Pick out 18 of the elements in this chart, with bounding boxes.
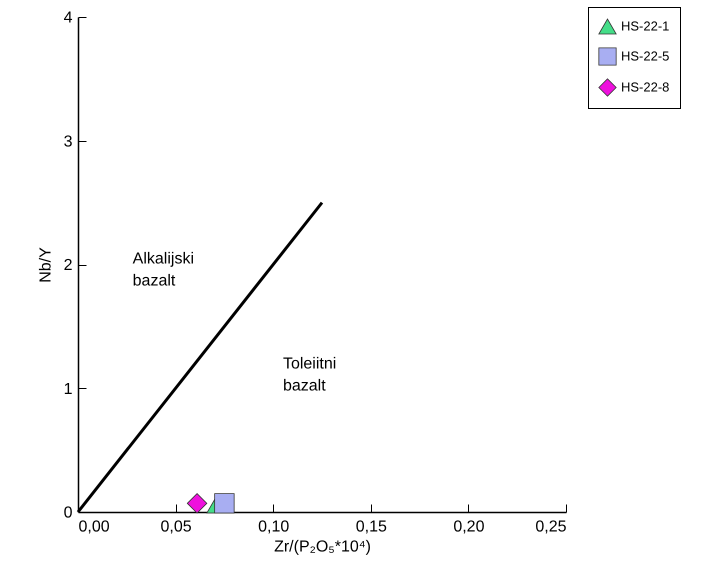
legend-label: HS-22-1 xyxy=(621,18,670,34)
y-tick-label: 2 xyxy=(64,257,73,274)
legend-label: HS-22-8 xyxy=(621,80,670,94)
annotation: Toleiitni bazalt xyxy=(282,356,336,394)
y-axis-title: Nb/Y xyxy=(38,246,55,283)
y-tick-label: 1 xyxy=(64,380,73,398)
x-tick-label: 0,00 xyxy=(78,518,110,536)
annotation: Alkalijski bazalt xyxy=(132,250,194,290)
x-tick-label: 0,15 xyxy=(356,518,387,536)
x-axis-title: Zr/(P₂O₅*10⁴) xyxy=(274,538,371,556)
y-tick-label: 4 xyxy=(64,10,73,26)
legend-label: HS-22-5 xyxy=(621,48,670,64)
x-tick-label: 0,05 xyxy=(160,518,192,536)
x-tick-label: 0,25 xyxy=(535,518,567,536)
y-tick-label: 0 xyxy=(64,504,73,522)
x-tick-label: 0,20 xyxy=(453,518,485,536)
y-tick-label: 3 xyxy=(64,133,73,150)
x-tick-label: 0,10 xyxy=(258,518,290,536)
